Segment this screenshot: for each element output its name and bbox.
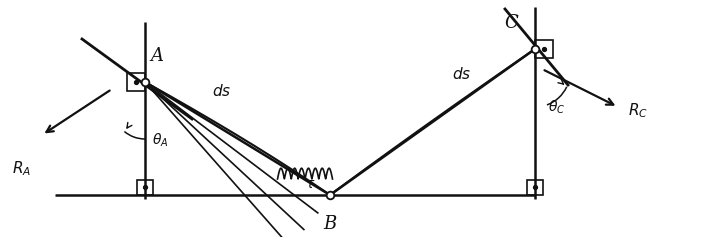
Text: C: C [504,14,518,32]
Text: $\tau$: $\tau$ [305,177,315,191]
Text: $ds$: $ds$ [212,83,231,99]
Text: $\theta_C$: $\theta_C$ [548,99,565,116]
Text: B: B [323,215,336,233]
Text: $R_C$: $R_C$ [628,102,648,120]
Text: A: A [150,47,163,65]
Text: $\theta_A$: $\theta_A$ [152,132,168,149]
Text: $R_A$: $R_A$ [13,159,32,178]
Text: $ds$: $ds$ [452,66,472,82]
